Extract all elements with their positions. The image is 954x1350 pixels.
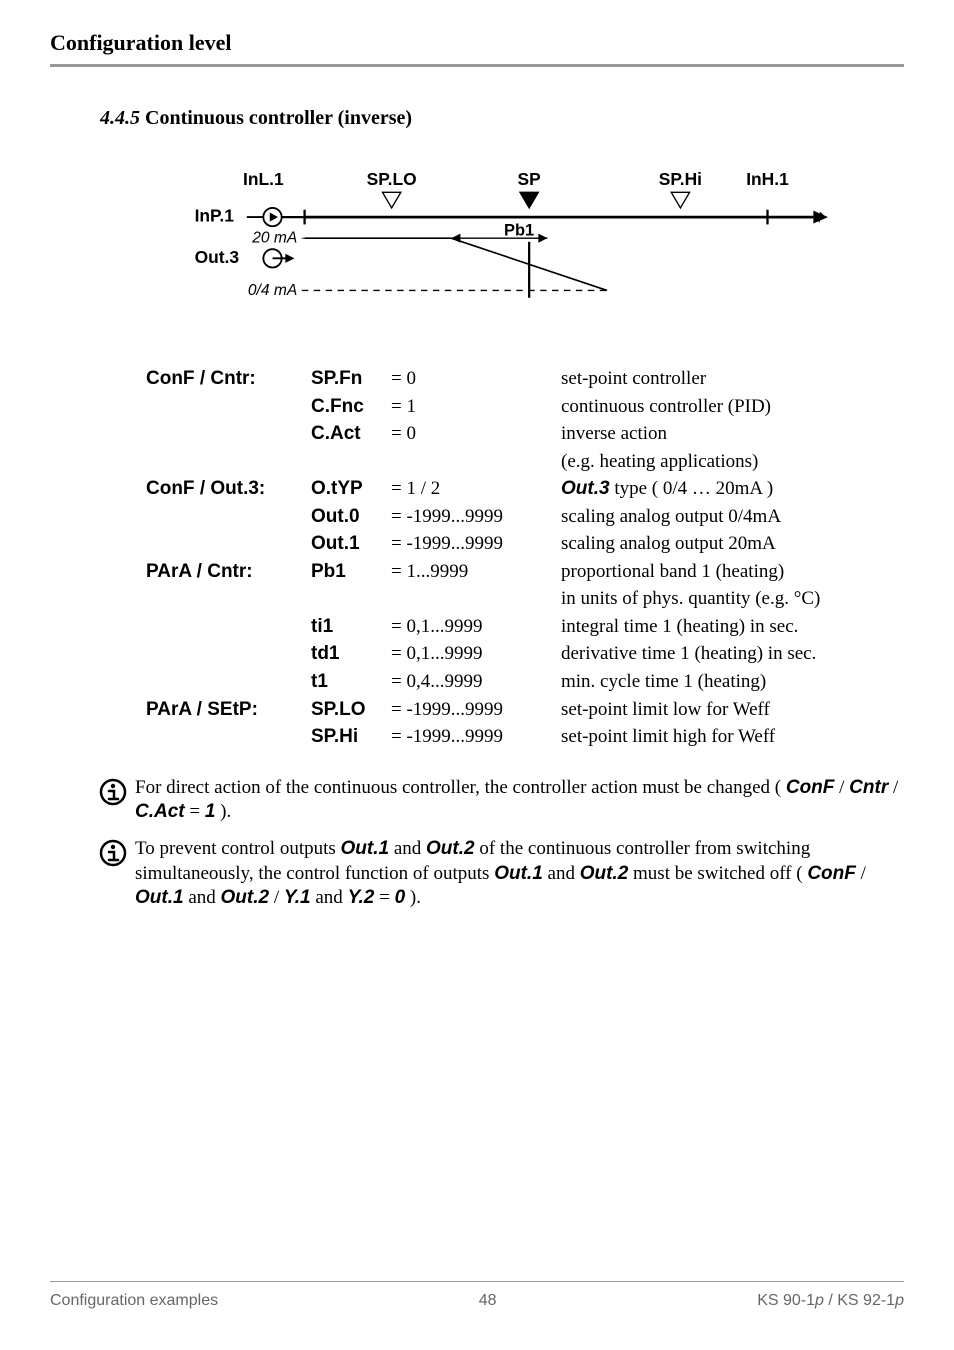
svg-text:InL.1: InL.1	[243, 169, 284, 189]
param-row: PArA / SEtP:SP.LO= -1999...9999set-point…	[140, 696, 826, 724]
svg-text:InH.1: InH.1	[746, 169, 789, 189]
parameter-table: ConF / Cntr:SP.Fn= 0set-point controller…	[140, 365, 904, 751]
header-rule	[50, 64, 904, 67]
footer-right: KS 90-1p / KS 92-1p	[757, 1292, 904, 1310]
param-row: Out.0= -1999...9999scaling analog output…	[140, 503, 826, 531]
param-row: PArA / Cntr:Pb1= 1...9999proportional ba…	[140, 558, 826, 586]
svg-text:0/4 mA: 0/4 mA	[248, 282, 297, 299]
param-row: (e.g. heating applications)	[140, 448, 826, 476]
svg-text:Out.3: Out.3	[195, 247, 240, 267]
info-notes: For direct action of the continuous cont…	[90, 776, 904, 911]
page-footer: Configuration examples 48 KS 90-1p / KS …	[50, 1281, 904, 1310]
param-row: C.Act= 0inverse action	[140, 420, 826, 448]
section-title: 4.4.5 Continuous controller (inverse)	[100, 107, 904, 130]
info-note-text: For direct action of the continuous cont…	[135, 776, 904, 825]
svg-text:20 mA: 20 mA	[251, 230, 297, 247]
info-icon	[90, 776, 135, 825]
svg-text:InP.1: InP.1	[195, 206, 235, 226]
param-row: C.Fnc= 1continuous controller (PID)	[140, 393, 826, 421]
info-note: For direct action of the continuous cont…	[90, 776, 904, 825]
footer-rule	[50, 1281, 904, 1282]
param-row: Out.1= -1999...9999scaling analog output…	[140, 530, 826, 558]
section-heading: Continuous controller (inverse)	[145, 107, 412, 129]
info-note: To prevent control outputs Out.1 and Out…	[90, 837, 904, 911]
page-header: Configuration level	[50, 30, 904, 56]
svg-text:SP.Hi: SP.Hi	[659, 169, 702, 189]
info-icon	[90, 837, 135, 911]
section-number: 4.4.5	[100, 107, 140, 129]
param-row: SP.Hi= -1999...9999set-point limit high …	[140, 723, 826, 751]
param-row: in units of phys. quantity (e.g. °C)	[140, 585, 826, 613]
param-row: ConF / Out.3:O.tYP= 1 / 2Out.3 type ( 0/…	[140, 475, 826, 503]
param-row: td1= 0,1...9999derivative time 1 (heatin…	[140, 640, 826, 668]
diagram-svg: InL.1 SP.LO SP SP.Hi InH.1 InP.1 20 mA Out.3 0/4…	[190, 160, 850, 320]
svg-text:SP.LO: SP.LO	[367, 169, 417, 189]
param-row: ConF / Cntr:SP.Fn= 0set-point controller	[140, 365, 826, 393]
svg-text:Pb1: Pb1	[504, 221, 534, 239]
footer-page-num: 48	[479, 1292, 497, 1310]
controller-diagram: InL.1 SP.LO SP SP.Hi InH.1 InP.1 20 mA Out.3 0/4…	[190, 160, 904, 325]
footer-left: Configuration examples	[50, 1292, 218, 1310]
param-row: t1= 0,4...9999min. cycle time 1 (heating…	[140, 668, 826, 696]
svg-text:SP: SP	[518, 169, 542, 189]
param-row: ti1= 0,1...9999integral time 1 (heating)…	[140, 613, 826, 641]
info-note-text: To prevent control outputs Out.1 and Out…	[135, 837, 904, 911]
